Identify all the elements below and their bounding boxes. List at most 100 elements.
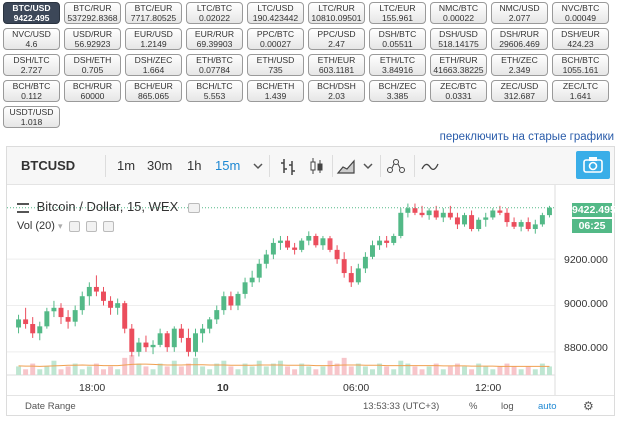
close-icon[interactable] bbox=[102, 220, 114, 232]
pair-button[interactable]: NVC/BTC 0.00049 bbox=[552, 2, 609, 24]
pair-button[interactable]: DSH/USD 518.14175 bbox=[430, 28, 487, 50]
pair-value: 0.00022 bbox=[442, 12, 475, 23]
symbol-label[interactable]: BTCUSD bbox=[21, 158, 76, 173]
pair-button[interactable]: LTC/USD 190.423442 bbox=[247, 2, 304, 24]
settings-icon[interactable] bbox=[85, 220, 97, 232]
candle-body bbox=[249, 277, 255, 283]
pair-button[interactable]: ETH/RUR 41663.38225 bbox=[430, 54, 487, 76]
pair-button[interactable]: DSH/LTC 2.727 bbox=[3, 54, 60, 76]
candle-style-icon[interactable] bbox=[305, 155, 327, 177]
pair-button[interactable]: PPC/USD 2.47 bbox=[308, 28, 365, 50]
eye-icon[interactable] bbox=[187, 202, 200, 213]
candle-body bbox=[93, 286, 99, 292]
log-toggle[interactable]: log bbox=[501, 401, 514, 412]
chart-bottom-bar: Date Range 13:53:33 (UTC+3) % log auto ⚙ bbox=[7, 395, 614, 415]
date-range-button[interactable]: Date Range bbox=[25, 401, 76, 412]
pair-button[interactable]: LTC/EUR 155.961 bbox=[369, 2, 426, 24]
camera-icon[interactable] bbox=[576, 151, 610, 179]
volume-bar bbox=[270, 363, 276, 375]
pair-button[interactable]: BTC/USD 9422.495 bbox=[3, 2, 60, 24]
pair-button[interactable]: BTC/EUR 7717.80525 bbox=[125, 2, 182, 24]
last-price-tag: 9422.495 bbox=[572, 203, 616, 217]
pair-button[interactable]: DSH/BTC 0.05511 bbox=[369, 28, 426, 50]
pair-button[interactable]: LTC/BTC 0.02022 bbox=[186, 2, 243, 24]
pair-button[interactable]: DSH/ZEC 1.664 bbox=[125, 54, 182, 76]
pair-button[interactable]: ETH/BTC 0.07784 bbox=[186, 54, 243, 76]
pair-button[interactable]: USD/RUR 56.92923 bbox=[64, 28, 121, 50]
eye-icon[interactable] bbox=[68, 220, 80, 232]
pair-button[interactable]: DSH/ETH 0.705 bbox=[64, 54, 121, 76]
price-chart[interactable] bbox=[7, 185, 614, 395]
bar-style-icon[interactable] bbox=[277, 155, 299, 177]
candle-body bbox=[193, 333, 198, 352]
settings-icon[interactable]: ⚙ bbox=[583, 399, 594, 413]
compare-icon[interactable] bbox=[419, 155, 441, 177]
pair-button[interactable]: EUR/USD 1.2149 bbox=[125, 28, 182, 50]
volume-bar bbox=[454, 363, 460, 375]
pair-button[interactable]: BCH/LTC 5.553 bbox=[186, 80, 243, 102]
volume-bar bbox=[306, 366, 312, 375]
pair-button[interactable]: DSH/EUR 424.23 bbox=[552, 28, 609, 50]
candle-body bbox=[518, 222, 524, 227]
volume-bar bbox=[412, 366, 418, 375]
percent-toggle[interactable]: % bbox=[469, 401, 478, 412]
volume-bar bbox=[469, 369, 475, 375]
pair-name: LTC/BTC bbox=[196, 3, 233, 13]
pair-button[interactable]: ETH/ZEC 2.349 bbox=[491, 54, 548, 76]
interval-15m[interactable]: 15m bbox=[215, 158, 241, 173]
pair-value: 312.687 bbox=[503, 90, 536, 101]
pair-button[interactable]: EUR/RUR 69.39903 bbox=[186, 28, 243, 50]
pair-button[interactable]: NVC/USD 4.6 bbox=[3, 28, 60, 50]
pair-button[interactable]: BTC/RUR 537292.8368 bbox=[64, 2, 121, 24]
x-axis-label: 06:00 bbox=[343, 382, 370, 394]
pair-button[interactable]: BCH/EUR 865.065 bbox=[125, 80, 182, 102]
volume-bar bbox=[447, 366, 453, 375]
candle-body bbox=[546, 207, 552, 216]
volume-bar bbox=[370, 369, 375, 375]
pair-button[interactable]: BCH/DSH 2.03 bbox=[308, 80, 365, 102]
y-axis-label: 9200.000 bbox=[564, 254, 608, 266]
pair-name: NVC/USD bbox=[12, 29, 51, 39]
pair-value: 0.02022 bbox=[198, 12, 231, 23]
chevron-down-icon[interactable] bbox=[247, 155, 269, 177]
interval-1m[interactable]: 1m bbox=[117, 158, 136, 173]
interval-30m[interactable]: 30m bbox=[147, 158, 173, 173]
y-axis-label: 9000.000 bbox=[564, 298, 608, 310]
pair-button[interactable]: ETH/EUR 603.1181 bbox=[308, 54, 365, 76]
pair-button[interactable]: BCH/ZEC 3.385 bbox=[369, 80, 426, 102]
pair-button[interactable]: NMC/BTC 0.00022 bbox=[430, 2, 487, 24]
candle-body bbox=[79, 296, 85, 311]
auto-toggle[interactable]: auto bbox=[538, 401, 557, 412]
pair-button[interactable]: PPC/BTC 0.00027 bbox=[247, 28, 304, 50]
volume-bar bbox=[285, 366, 291, 375]
pair-value: 2.349 bbox=[508, 64, 531, 75]
chevron-down-icon[interactable]: ▾ bbox=[57, 221, 63, 231]
pair-button[interactable]: BCH/RUR 60000 bbox=[64, 80, 121, 102]
pair-button[interactable]: BCH/ETH 1.439 bbox=[247, 80, 304, 102]
pair-button[interactable]: NMC/USD 2.077 bbox=[491, 2, 548, 24]
pair-button[interactable]: ZEC/BTC 0.0331 bbox=[430, 80, 487, 102]
pair-button[interactable]: ZEC/LTC 1.641 bbox=[552, 80, 609, 102]
pair-name: ETH/BTC bbox=[196, 55, 233, 65]
interval-1h[interactable]: 1h bbox=[187, 158, 202, 173]
pair-button[interactable]: ETH/USD 735 bbox=[247, 54, 304, 76]
pair-button[interactable]: USDT/USD 1.018 bbox=[3, 106, 60, 128]
candle-body bbox=[433, 210, 439, 218]
pair-value: 3.84916 bbox=[381, 64, 414, 75]
volume-bar bbox=[377, 363, 383, 375]
pair-button[interactable]: BCH/BTC 0.112 bbox=[3, 80, 60, 102]
pair-button[interactable]: BCH/BTC 1055.161 bbox=[552, 54, 609, 76]
pair-value: 1055.161 bbox=[562, 64, 599, 75]
candle-body bbox=[370, 245, 375, 257]
candle-body bbox=[150, 344, 156, 348]
indicators-icon[interactable] bbox=[385, 155, 407, 177]
pair-button[interactable]: LTC/RUR 10810.09501 bbox=[308, 2, 365, 24]
chevron-down-icon[interactable] bbox=[357, 155, 379, 177]
pair-button[interactable]: ETH/LTC 3.84916 bbox=[369, 54, 426, 76]
area-style-icon[interactable] bbox=[335, 155, 357, 177]
switch-to-old-charts-link[interactable]: переключить на старые графики bbox=[439, 131, 614, 143]
x-axis-label: 18:00 bbox=[79, 382, 106, 394]
pair-button[interactable]: DSH/RUR 29606.469 bbox=[491, 28, 548, 50]
pair-button[interactable]: ZEC/USD 312.687 bbox=[491, 80, 548, 102]
collapse-icon[interactable] bbox=[17, 202, 29, 213]
